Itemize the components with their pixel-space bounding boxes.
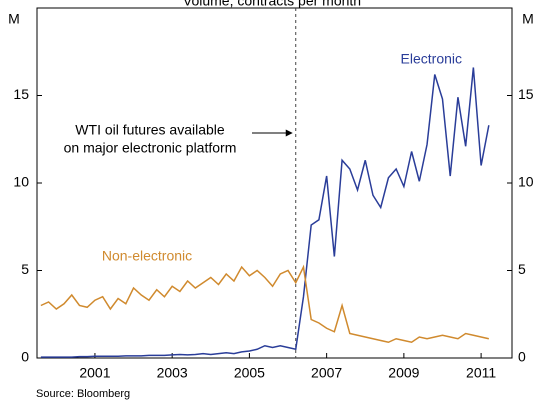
series-line bbox=[40, 67, 490, 358]
series-line bbox=[40, 264, 489, 344]
y-tick-label: 5 bbox=[21, 261, 29, 277]
y2-unit: M bbox=[522, 11, 534, 27]
y2-tick-label: 15 bbox=[518, 86, 534, 102]
arrow-head bbox=[285, 129, 293, 137]
x-tick-label: 2009 bbox=[388, 365, 419, 381]
annotation: WTI oil futures available bbox=[75, 122, 225, 138]
y-tick-label: 10 bbox=[13, 174, 29, 190]
y2-tick-label: 5 bbox=[518, 261, 526, 277]
y2-tick-label: 0 bbox=[518, 349, 526, 365]
source: Source: Bloomberg bbox=[36, 388, 130, 400]
annotation: on major electronic platform bbox=[64, 140, 237, 156]
series-label: Electronic bbox=[401, 51, 462, 67]
x-tick-label: 2007 bbox=[311, 365, 342, 381]
series-label: Non-electronic bbox=[102, 248, 192, 264]
x-tick-label: 2005 bbox=[234, 365, 265, 381]
x-tick-label: 2003 bbox=[157, 365, 188, 381]
y2-tick-label: 10 bbox=[518, 174, 534, 190]
y-unit: M bbox=[8, 11, 20, 27]
chart-title: Volume, contracts per month bbox=[183, 0, 361, 9]
y-tick-label: 15 bbox=[13, 86, 29, 102]
x-tick-label: 2001 bbox=[79, 365, 110, 381]
x-tick-label: 2011 bbox=[466, 365, 496, 381]
y-tick-label: 0 bbox=[21, 349, 29, 365]
